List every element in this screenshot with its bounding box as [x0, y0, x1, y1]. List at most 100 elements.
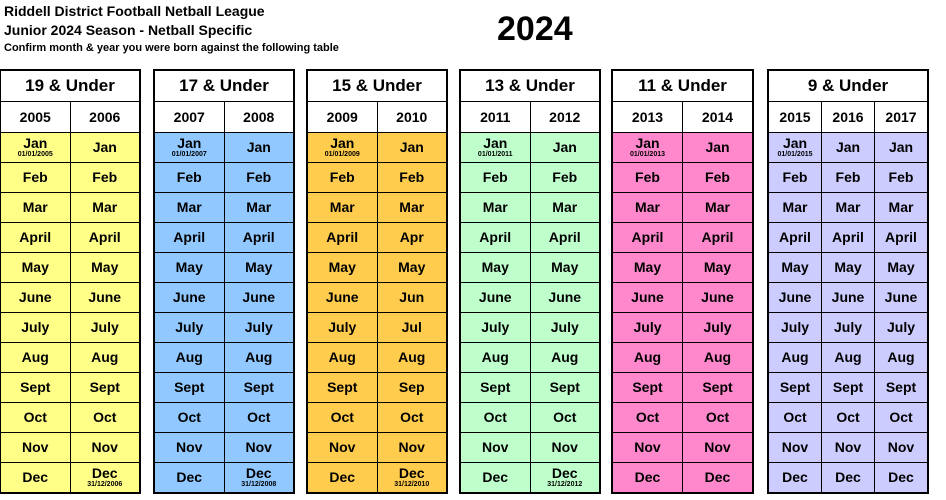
month-cell[interactable]: Mar	[155, 193, 224, 223]
month-cell[interactable]: Dec	[1, 463, 70, 492]
month-cell[interactable]: May	[875, 253, 927, 283]
month-cell[interactable]: July	[1, 313, 70, 343]
month-cell[interactable]: Nov	[683, 433, 752, 463]
month-cell[interactable]: May	[769, 253, 821, 283]
month-cell[interactable]: Feb	[769, 163, 821, 193]
month-cell[interactable]: May	[224, 253, 293, 283]
month-cell[interactable]: Aug	[769, 343, 821, 373]
month-cell[interactable]: June	[875, 283, 927, 313]
month-cell[interactable]: Sep	[377, 373, 446, 403]
month-cell[interactable]: Dec	[822, 463, 874, 492]
month-cell[interactable]: Dec 31/12/2008	[224, 463, 293, 492]
month-cell[interactable]: Jan	[377, 133, 446, 163]
month-cell[interactable]: Sept	[613, 373, 682, 403]
month-cell[interactable]: July	[822, 313, 874, 343]
month-cell[interactable]: Aug	[822, 343, 874, 373]
month-cell[interactable]: April	[461, 223, 530, 253]
month-cell[interactable]: June	[683, 283, 752, 313]
month-cell[interactable]: June	[1, 283, 70, 313]
month-cell[interactable]: Dec 31/12/2012	[530, 463, 599, 492]
month-cell[interactable]: Sept	[769, 373, 821, 403]
month-cell[interactable]: Dec	[769, 463, 821, 492]
month-cell[interactable]: Aug	[377, 343, 446, 373]
month-cell[interactable]: Jan	[224, 133, 293, 163]
month-cell[interactable]: Dec	[155, 463, 224, 492]
month-cell[interactable]: Feb	[461, 163, 530, 193]
month-cell[interactable]: Nov	[822, 433, 874, 463]
month-cell[interactable]: Jan	[875, 133, 927, 163]
month-cell[interactable]: May	[683, 253, 752, 283]
month-cell[interactable]: Jan 01/01/2007	[155, 133, 224, 163]
month-cell[interactable]: May	[308, 253, 377, 283]
month-cell[interactable]: Mar	[822, 193, 874, 223]
month-cell[interactable]: Aug	[155, 343, 224, 373]
month-cell[interactable]: Dec	[683, 463, 752, 492]
month-cell[interactable]: July	[769, 313, 821, 343]
month-cell[interactable]: July	[70, 313, 139, 343]
month-cell[interactable]: Oct	[377, 403, 446, 433]
month-cell[interactable]: Dec	[461, 463, 530, 492]
month-cell[interactable]: May	[530, 253, 599, 283]
month-cell[interactable]: Jun	[377, 283, 446, 313]
month-cell[interactable]: Oct	[613, 403, 682, 433]
month-cell[interactable]: May	[377, 253, 446, 283]
month-cell[interactable]: Oct	[308, 403, 377, 433]
month-cell[interactable]: Sept	[155, 373, 224, 403]
month-cell[interactable]: Jan	[683, 133, 752, 163]
month-cell[interactable]: Mar	[613, 193, 682, 223]
month-cell[interactable]: Jan 01/01/2015	[769, 133, 821, 163]
month-cell[interactable]: Feb	[613, 163, 682, 193]
month-cell[interactable]: June	[769, 283, 821, 313]
month-cell[interactable]: June	[224, 283, 293, 313]
month-cell[interactable]: Nov	[769, 433, 821, 463]
month-cell[interactable]: Aug	[530, 343, 599, 373]
month-cell[interactable]: Sept	[461, 373, 530, 403]
month-cell[interactable]: Sept	[530, 373, 599, 403]
month-cell[interactable]: May	[1, 253, 70, 283]
month-cell[interactable]: Nov	[461, 433, 530, 463]
month-cell[interactable]: Mar	[683, 193, 752, 223]
month-cell[interactable]: July	[530, 313, 599, 343]
month-cell[interactable]: June	[530, 283, 599, 313]
month-cell[interactable]: Jan	[822, 133, 874, 163]
month-cell[interactable]: Oct	[70, 403, 139, 433]
month-cell[interactable]: Feb	[155, 163, 224, 193]
month-cell[interactable]: Oct	[224, 403, 293, 433]
month-cell[interactable]: July	[155, 313, 224, 343]
month-cell[interactable]: July	[308, 313, 377, 343]
month-cell[interactable]: Jan 01/01/2013	[613, 133, 682, 163]
month-cell[interactable]: Feb	[377, 163, 446, 193]
month-cell[interactable]: Nov	[613, 433, 682, 463]
month-cell[interactable]: April	[769, 223, 821, 253]
month-cell[interactable]: Aug	[461, 343, 530, 373]
month-cell[interactable]: Oct	[461, 403, 530, 433]
month-cell[interactable]: Sept	[308, 373, 377, 403]
month-cell[interactable]: Mar	[530, 193, 599, 223]
month-cell[interactable]: Dec	[875, 463, 927, 492]
month-cell[interactable]: May	[822, 253, 874, 283]
month-cell[interactable]: June	[155, 283, 224, 313]
month-cell[interactable]: Sept	[875, 373, 927, 403]
month-cell[interactable]: Sept	[224, 373, 293, 403]
month-cell[interactable]: Mar	[224, 193, 293, 223]
month-cell[interactable]: Nov	[70, 433, 139, 463]
month-cell[interactable]: April	[155, 223, 224, 253]
month-cell[interactable]: Aug	[613, 343, 682, 373]
month-cell[interactable]: Sept	[1, 373, 70, 403]
month-cell[interactable]: Nov	[377, 433, 446, 463]
month-cell[interactable]: Aug	[683, 343, 752, 373]
month-cell[interactable]: Jan 01/01/2005	[1, 133, 70, 163]
month-cell[interactable]: June	[70, 283, 139, 313]
month-cell[interactable]: Dec	[613, 463, 682, 492]
month-cell[interactable]: July	[875, 313, 927, 343]
month-cell[interactable]: Feb	[875, 163, 927, 193]
month-cell[interactable]: Oct	[1, 403, 70, 433]
month-cell[interactable]: Jan	[530, 133, 599, 163]
month-cell[interactable]: Feb	[530, 163, 599, 193]
month-cell[interactable]: July	[683, 313, 752, 343]
month-cell[interactable]: June	[822, 283, 874, 313]
month-cell[interactable]: Feb	[224, 163, 293, 193]
month-cell[interactable]: Apr	[377, 223, 446, 253]
month-cell[interactable]: April	[1, 223, 70, 253]
month-cell[interactable]: Feb	[683, 163, 752, 193]
